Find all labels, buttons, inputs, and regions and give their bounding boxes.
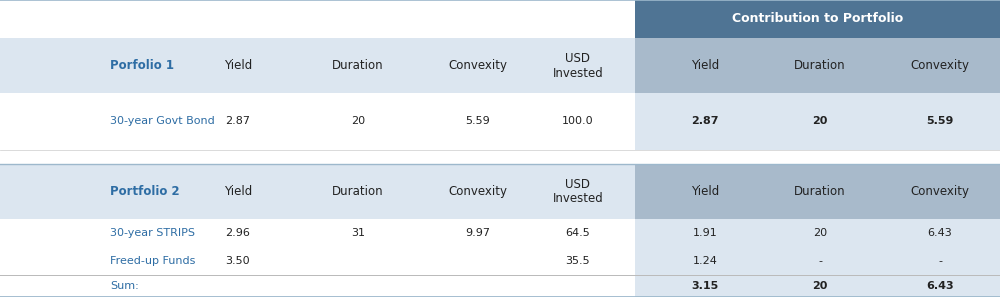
Text: 1.91: 1.91	[693, 228, 717, 238]
Bar	[0, 164, 635, 219]
Text: Contribution to Portfolio: Contribution to Portfolio	[732, 12, 903, 26]
Text: 2.87: 2.87	[691, 116, 719, 127]
Text: 35.5: 35.5	[566, 256, 590, 266]
Bar	[635, 93, 1000, 150]
Bar	[0, 275, 635, 297]
Text: 64.5: 64.5	[566, 228, 590, 238]
Text: -: -	[818, 256, 822, 266]
Text: Convexity: Convexity	[910, 185, 970, 198]
Text: Duration: Duration	[794, 185, 846, 198]
Text: Convexity: Convexity	[910, 59, 970, 72]
Bar	[635, 219, 1000, 247]
Bar	[635, 275, 1000, 297]
Text: 20: 20	[351, 116, 365, 127]
Text: Yield: Yield	[691, 59, 719, 72]
Text: 100.0: 100.0	[562, 116, 594, 127]
Text: 6.43: 6.43	[926, 281, 954, 291]
Text: Portfolio 2: Portfolio 2	[110, 185, 180, 198]
Text: 20: 20	[812, 116, 828, 127]
Text: 2.96: 2.96	[226, 228, 250, 238]
Bar	[635, 0, 1000, 38]
Bar	[635, 38, 1000, 93]
Text: Convexity: Convexity	[448, 185, 508, 198]
Text: 30-year STRIPS: 30-year STRIPS	[110, 228, 195, 238]
Bar	[0, 247, 635, 275]
Text: -: -	[938, 256, 942, 266]
Text: 6.43: 6.43	[928, 228, 952, 238]
Text: Duration: Duration	[794, 59, 846, 72]
Text: 3.50: 3.50	[226, 256, 250, 266]
Text: 31: 31	[351, 228, 365, 238]
Text: Yield: Yield	[224, 59, 252, 72]
Text: 5.59: 5.59	[926, 116, 954, 127]
Text: 30-year Govt Bond: 30-year Govt Bond	[110, 116, 215, 127]
Bar	[635, 247, 1000, 275]
Text: Yield: Yield	[224, 185, 252, 198]
Text: 5.59: 5.59	[466, 116, 490, 127]
Text: 3.15: 3.15	[691, 281, 719, 291]
Text: 9.97: 9.97	[466, 228, 490, 238]
Bar	[0, 150, 1000, 164]
Text: Duration: Duration	[332, 185, 384, 198]
Text: Convexity: Convexity	[448, 59, 508, 72]
Text: Yield: Yield	[691, 185, 719, 198]
Text: Freed-up Funds: Freed-up Funds	[110, 256, 195, 266]
Text: 20: 20	[813, 228, 827, 238]
Text: 2.87: 2.87	[226, 116, 250, 127]
Bar	[0, 219, 635, 247]
Text: USD
Invested: USD Invested	[553, 51, 603, 80]
Text: 20: 20	[812, 281, 828, 291]
Bar	[0, 38, 635, 93]
Bar	[635, 164, 1000, 219]
Text: Duration: Duration	[332, 59, 384, 72]
Text: Porfolio 1: Porfolio 1	[110, 59, 174, 72]
Text: Sum:: Sum:	[110, 281, 139, 291]
Text: USD
Invested: USD Invested	[553, 178, 603, 206]
Text: 1.24: 1.24	[693, 256, 717, 266]
Bar	[0, 93, 635, 150]
